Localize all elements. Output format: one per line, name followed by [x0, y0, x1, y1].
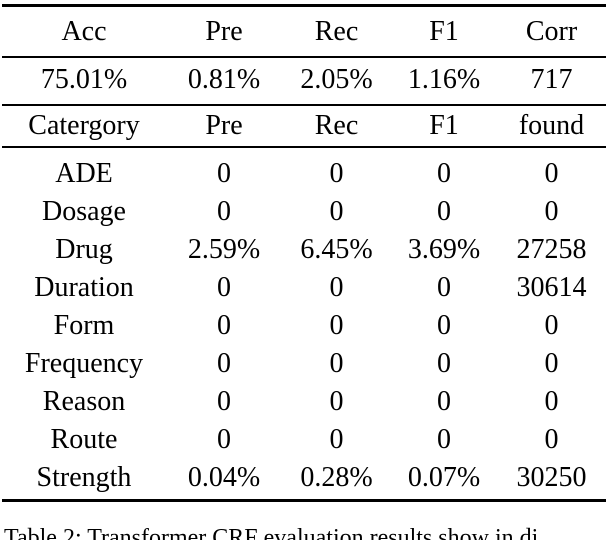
pre-cell: 0 [217, 348, 231, 379]
category-cell: ADE [55, 158, 113, 189]
rec-cell: 0 [329, 386, 344, 417]
category-cell: Strength [36, 462, 132, 493]
header-cell-rec: Rec [314, 15, 359, 47]
rec-cell: 0 [329, 348, 344, 379]
value-cell-pre: 0.81% [187, 64, 261, 95]
category-cell: Frequency [24, 348, 144, 379]
found-cell: 0 [544, 386, 559, 417]
table-row-reason: Reason 0 0 0 0 [9, 383, 599, 421]
summary-value-row: 75.01% 0.81% 2.05% 1.16% 717 [9, 57, 599, 103]
header-cell-f1: F1 [429, 110, 459, 141]
category-cell: Drug [55, 234, 113, 265]
found-cell: 0 [544, 424, 559, 455]
pre-cell: 0 [217, 310, 231, 341]
pre-cell: 0 [217, 386, 231, 417]
header-cell-f1: F1 [429, 15, 459, 47]
f1-cell: 0 [437, 272, 451, 303]
header-cell-pre: Pre [205, 15, 243, 47]
category-cell: Duration [34, 272, 134, 303]
category-cell: Route [50, 424, 118, 455]
table-body: ADE 0 0 0 0 Dosage 0 0 0 0 Drug 2.59% 6.… [9, 148, 599, 497]
rec-cell: 0 [329, 158, 344, 189]
f1-cell: 0 [437, 196, 451, 227]
found-cell: 0 [544, 348, 559, 379]
value-cell-acc: 75.01% [40, 64, 128, 95]
f1-cell: 0 [437, 310, 451, 341]
rec-cell: 0 [329, 196, 344, 227]
header-cell-found: found [518, 110, 585, 141]
pre-cell: 0.04% [187, 462, 261, 493]
header-cell-corr: Corr [525, 15, 578, 47]
found-cell: 30614 [516, 272, 587, 303]
pre-cell: 0 [217, 272, 231, 303]
category-cell: Reason [42, 386, 126, 417]
f1-cell: 0 [437, 424, 451, 455]
table-row-drug: Drug 2.59% 6.45% 3.69% 27258 [9, 231, 599, 269]
pre-cell: 0 [217, 196, 231, 227]
table-top-rule [2, 4, 606, 7]
table-row-frequency: Frequency 0 0 0 0 [9, 345, 599, 383]
header-cell-rec: Rec [314, 110, 359, 141]
table-rule [2, 56, 606, 58]
pre-cell: 0 [217, 158, 231, 189]
f1-cell: 3.69% [407, 234, 481, 265]
rec-cell: 0 [329, 424, 344, 455]
header-cell-category: Catergory [28, 110, 140, 141]
f1-cell: 0 [437, 348, 451, 379]
category-cell: Dosage [42, 196, 126, 227]
value-cell-f1: 1.16% [407, 64, 481, 95]
rec-cell: 0.28% [300, 462, 373, 493]
rec-cell: 6.45% [300, 234, 373, 265]
pre-cell: 0 [217, 424, 231, 455]
table-row-route: Route 0 0 0 0 [9, 421, 599, 459]
table-row-ade: ADE 0 0 0 0 [9, 155, 599, 193]
f1-cell: 0 [437, 386, 451, 417]
found-cell: 0 [544, 310, 559, 341]
category-cell: Form [53, 310, 115, 341]
header-cell-acc: Acc [61, 15, 107, 47]
found-cell: 30250 [516, 462, 587, 493]
table-row-duration: Duration 0 0 0 30614 [9, 269, 599, 307]
table-row-dosage: Dosage 0 0 0 0 [9, 193, 599, 231]
found-cell: 27258 [516, 234, 587, 265]
f1-cell: 0.07% [407, 462, 481, 493]
category-header-row: Catergory Pre Rec F1 found [9, 106, 599, 146]
found-cell: 0 [544, 196, 559, 227]
value-cell-corr: 717 [530, 64, 573, 95]
found-cell: 0 [544, 158, 559, 189]
f1-cell: 0 [437, 158, 451, 189]
table-row-strength: Strength 0.04% 0.28% 0.07% 30250 [9, 459, 599, 497]
pre-cell: 2.59% [187, 234, 261, 265]
table-row-form: Form 0 0 0 0 [9, 307, 599, 345]
summary-header-row: Acc Pre Rec F1 Corr [9, 7, 599, 56]
rec-cell: 0 [329, 310, 344, 341]
rec-cell: 0 [329, 272, 344, 303]
table-rule [2, 104, 606, 106]
table-caption: Table 2: Transformer CRF evaluation resu… [4, 525, 539, 540]
table-bottom-rule [2, 499, 606, 502]
table-rule [2, 146, 606, 148]
value-cell-rec: 2.05% [300, 64, 373, 95]
header-cell-pre: Pre [205, 110, 243, 141]
